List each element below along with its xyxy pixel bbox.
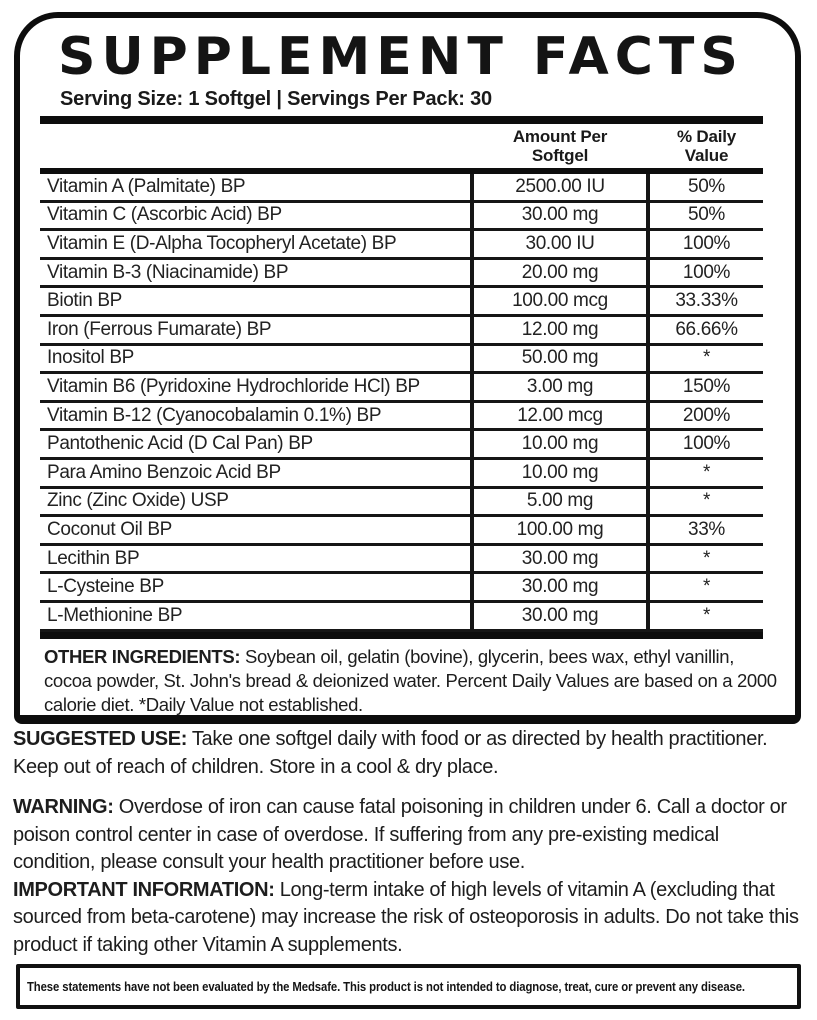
nutrient-amount: 30.00 mg [470, 602, 650, 629]
nutrient-name: Pantothenic Acid (D Cal Pan) BP [47, 433, 313, 455]
table-row: L-Methionine BP 30.00 mg * [40, 602, 763, 632]
header-bottom-rule [40, 168, 763, 174]
nutrient-daily-value: * [702, 347, 711, 369]
nutrient-amount: 30.00 mg [470, 202, 650, 229]
header-percent-daily-value: % Daily Value [676, 126, 737, 165]
table-row: Coconut Oil BP 100.00 mg 33% [40, 517, 763, 546]
table-row: Pantothenic Acid (D Cal Pan) BP 10.00 mg… [40, 431, 763, 460]
serving-size-line: Serving Size: 1 Softgel | Servings Per P… [60, 88, 492, 110]
suggested-use-text: Take one softgel daily with food or as d… [13, 728, 768, 778]
table-row: L-Cysteine BP 30.00 mg * [40, 574, 763, 603]
nutrient-daily-value: 50% [688, 175, 725, 197]
nutrient-daily-value: 33.33% [675, 290, 738, 312]
table-row: Inositol BP 50.00 mg * [40, 345, 763, 375]
nutrient-name: Coconut Oil BP [47, 518, 172, 540]
table-row: Vitamin B-12 (Cyanocobalamin 0.1%) BP 12… [40, 402, 763, 432]
table-row: Vitamin B-3 (Niacinamide) BP 20.00 mg 10… [40, 259, 763, 289]
nutrient-name: Vitamin C (Ascorbic Acid) BP [47, 204, 282, 226]
nutrient-daily-value: 100% [682, 232, 731, 254]
nutrient-name: L-Methionine BP [47, 604, 183, 626]
other-ingredients-text: Soybean oil, gelatin (bovine), glycerin,… [44, 645, 777, 715]
table-row: Vitamin A (Palmitate) BP 2500.00 IU 50% [40, 174, 763, 203]
nutrient-daily-value: 200% [682, 404, 731, 426]
nutrient-daily-value: * [702, 576, 711, 598]
nutrient-daily-value: * [702, 461, 711, 483]
nutrient-amount: 12.00 mg [470, 316, 650, 343]
nutrient-name: Vitamin B6 (Pyridoxine Hydrochloride HCl… [47, 375, 420, 397]
important-information-text: Long-term intake of high levels of vitam… [13, 878, 799, 956]
table-bottom-rule [40, 631, 763, 639]
nutrient-amount: 20.00 mg [470, 259, 650, 286]
nutrient-name: Vitamin B-12 (Cyanocobalamin 0.1%) BP [47, 404, 382, 426]
panel-title: SUPPLEMENT FACTS [58, 27, 744, 87]
nutrient-amount: 5.00 mg [470, 488, 650, 515]
nutrient-amount: 10.00 mg [470, 431, 650, 457]
nutrient-name: Vitamin B-3 (Niacinamide) BP [47, 261, 289, 283]
nutrient-daily-value: * [702, 547, 711, 569]
nutrient-daily-value: 66.66% [675, 318, 738, 340]
nutrient-name: Vitamin A (Palmitate) BP [47, 175, 246, 197]
nutrient-amount: 12.00 mcg [470, 402, 650, 429]
nutrient-amount: 30.00 mg [470, 545, 650, 572]
nutrient-name: Zinc (Zinc Oxide) USP [47, 490, 229, 512]
nutrient-amount: 3.00 mg [470, 374, 650, 400]
other-ingredients-label: OTHER INGREDIENTS: [44, 645, 241, 667]
nutrient-daily-value: * [702, 490, 711, 512]
nutrient-daily-value: 50% [688, 204, 725, 226]
nutrient-name: Biotin BP [47, 290, 123, 312]
suggested-use-label: SUGGESTED USE: [13, 728, 188, 750]
disclaimer-text: These statements have not been evaluated… [26, 979, 745, 994]
fda-style-disclaimer-box: These statements have not been evaluated… [16, 964, 801, 1009]
nutrient-name: Inositol BP [47, 347, 134, 369]
table-row: Vitamin B6 (Pyridoxine Hydrochloride HCl… [40, 374, 763, 403]
nutrient-amount: 2500.00 IU [470, 174, 650, 200]
important-information-label: IMPORTANT INFORMATION: [13, 878, 275, 901]
nutrient-name: Lecithin BP [47, 547, 140, 569]
warning-label: WARNING: [13, 796, 114, 818]
table-row: Iron (Ferrous Fumarate) BP 12.00 mg 66.6… [40, 316, 763, 346]
nutrient-name: Vitamin E (D-Alpha Tocopheryl Acetate) B… [47, 232, 397, 254]
header-top-rule [40, 116, 763, 124]
facts-table: Amount Per Softgel % Daily Value Vitamin… [40, 124, 763, 639]
suggested-use-section: SUGGESTED USE: Take one softgel daily wi… [13, 726, 805, 781]
table-row: Lecithin BP 30.00 mg * [40, 545, 763, 575]
nutrient-daily-value: 100% [682, 261, 731, 283]
table-row: Para Amino Benzoic Acid BP 10.00 mg * [40, 459, 763, 489]
nutrient-amount: 50.00 mg [470, 345, 650, 372]
table-row: Vitamin E (D-Alpha Tocopheryl Acetate) B… [40, 231, 763, 260]
nutrient-daily-value: * [702, 604, 711, 626]
warning-text: Overdose of iron can cause fatal poisoni… [13, 796, 787, 873]
info-sections: SUGGESTED USE: Take one softgel daily wi… [13, 726, 805, 959]
table-row: Zinc (Zinc Oxide) USP 5.00 mg * [40, 488, 763, 518]
facts-table-header: Amount Per Softgel % Daily Value [40, 124, 763, 168]
nutrient-amount: 30.00 IU [470, 231, 650, 257]
table-row: Vitamin C (Ascorbic Acid) BP 30.00 mg 50… [40, 202, 763, 232]
nutrient-daily-value: 150% [682, 375, 731, 397]
nutrient-name: Iron (Ferrous Fumarate) BP [47, 318, 272, 340]
nutrient-amount: 100.00 mcg [470, 288, 650, 314]
nutrient-daily-value: 33% [688, 518, 725, 540]
nutrient-daily-value: 100% [682, 433, 731, 455]
nutrient-amount: 100.00 mg [470, 517, 650, 543]
supplement-facts-panel: SUPPLEMENT FACTS Serving Size: 1 Softgel… [14, 12, 801, 724]
nutrient-name: L-Cysteine BP [47, 576, 164, 598]
warning-section: WARNING: Overdose of iron can cause fata… [13, 794, 805, 877]
nutrient-amount: 10.00 mg [470, 459, 650, 486]
nutrient-name: Para Amino Benzoic Acid BP [47, 461, 281, 483]
other-ingredients-section: OTHER INGREDIENTS: Soybean oil, gelatin … [44, 645, 781, 717]
important-information-section: IMPORTANT INFORMATION: Long-term intake … [13, 877, 805, 960]
table-row: Biotin BP 100.00 mcg 33.33% [40, 288, 763, 317]
nutrient-amount: 30.00 mg [470, 574, 650, 600]
header-amount-per-softgel: Amount Per Softgel [512, 126, 608, 165]
